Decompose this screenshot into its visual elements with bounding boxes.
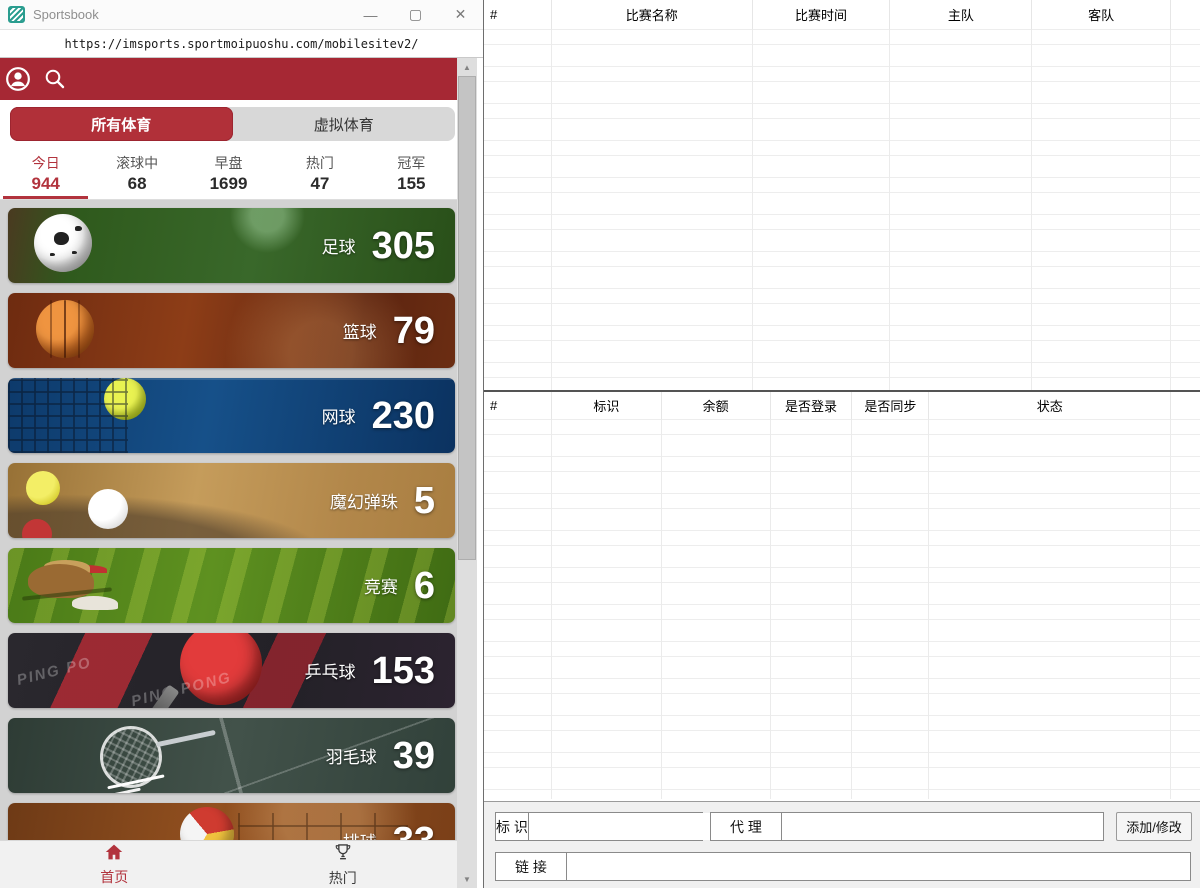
nav-tab-today[interactable]: 今日 944 — [0, 147, 91, 199]
url-text: https://imsports.sportmoipuoshu.com/mobi… — [64, 36, 419, 51]
col-status: 状态 — [929, 392, 1172, 420]
banner-soccer[interactable]: 足球 305 — [8, 208, 455, 283]
sports-list: 足球 305 篮球 79 网球 230 魔幻弹珠 5 竞赛 6 — [0, 200, 457, 840]
col-synced: 是否同步 — [852, 392, 930, 420]
col-index: # — [484, 392, 552, 420]
scroll-down-icon[interactable]: ▼ — [463, 874, 471, 884]
pingpong-bg-text: PING PO — [15, 653, 94, 690]
identifier-fieldgroup: 标 识 — [495, 812, 715, 841]
banner-magic-marbles[interactable]: 魔幻弹珠 5 — [8, 463, 455, 538]
scroll-up-icon[interactable]: ▲ — [463, 62, 471, 72]
matches-table-body — [484, 30, 1200, 390]
app-logo-icon — [8, 6, 25, 23]
bottom-nav: 首页 热门 — [0, 840, 457, 888]
nav-tab-early[interactable]: 早盘 1699 — [209, 154, 248, 193]
admin-panel: # 比赛名称 比赛时间 主队 客队 # 标识 余额 是否登录 是否同 — [483, 0, 1200, 888]
nav-tab-hot[interactable]: 热门 47 — [305, 154, 334, 193]
accounts-table-body — [484, 420, 1200, 799]
col-away-team: 客队 — [1032, 0, 1172, 30]
col-match-time: 比赛时间 — [752, 0, 891, 30]
col-spacer — [1171, 392, 1200, 420]
close-button[interactable]: ✕ — [454, 6, 467, 22]
titlebar: Sportsbook — ▢ ✕ — [0, 0, 483, 30]
scrollbar-thumb[interactable] — [458, 76, 476, 560]
account-icon[interactable] — [5, 66, 31, 92]
col-match-name: 比赛名称 — [551, 0, 753, 30]
tab-virtual-sports[interactable]: 虚拟体育 — [313, 116, 374, 134]
col-index: # — [484, 0, 552, 30]
sport-type-switch: 所有体育 虚拟体育 — [0, 100, 457, 147]
trophy-icon — [333, 842, 353, 867]
link-input[interactable] — [566, 853, 1190, 880]
window-title: Sportsbook — [33, 7, 99, 22]
webview-scrollbar[interactable]: ▲ ▼ — [457, 58, 477, 888]
agent-input[interactable] — [781, 813, 1103, 840]
matches-table-header: # 比赛名称 比赛时间 主队 客队 — [484, 0, 1200, 30]
browser-pane: Sportsbook — ▢ ✕ https://imsports.sportm… — [0, 0, 483, 888]
url-bar: https://imsports.sportmoipuoshu.com/mobi… — [0, 30, 483, 58]
banner-tennis[interactable]: 网球 230 — [8, 378, 455, 453]
link-fieldgroup: 链 接 — [495, 852, 1191, 881]
site-header — [0, 58, 457, 100]
col-spacer — [1171, 0, 1200, 30]
agent-fieldgroup: 代 理 — [710, 812, 1104, 841]
col-balance: 余额 — [661, 392, 771, 420]
col-identifier: 标识 — [551, 392, 662, 420]
minimize-button[interactable]: — — [363, 6, 378, 23]
col-home-team: 主队 — [890, 0, 1033, 30]
identifier-label: 标 识 — [496, 818, 528, 835]
identifier-input[interactable] — [527, 813, 715, 840]
banner-racing[interactable]: 竞赛 6 — [8, 548, 455, 623]
nav-tab-champion[interactable]: 冠军 155 — [397, 154, 426, 193]
banner-table-tennis[interactable]: PING PO PING PONG 乒乓球 153 — [8, 633, 455, 708]
add-modify-button[interactable]: 添加/修改 — [1116, 812, 1192, 841]
banner-volleyball[interactable]: 排球 33 — [8, 803, 455, 840]
tab-all-sports[interactable]: 所有体育 — [10, 107, 233, 141]
bottom-nav-home[interactable]: 首页 — [0, 841, 229, 888]
accounts-table: # 标识 余额 是否登录 是否同步 状态 — [484, 392, 1200, 799]
table-divider — [484, 390, 1200, 392]
maximize-button[interactable]: ▢ — [408, 6, 423, 22]
segmented-control: 所有体育 虚拟体育 — [10, 107, 455, 141]
window-controls: — ▢ ✕ — [348, 0, 483, 30]
webview: 所有体育 虚拟体育 今日 944 滚球中 68 早盘 1699 热 — [0, 58, 457, 888]
banner-badminton[interactable]: 羽毛球 39 — [8, 718, 455, 793]
matches-table: # 比赛名称 比赛时间 主队 客队 — [484, 0, 1200, 390]
search-icon[interactable] — [43, 67, 67, 91]
agent-label: 代 理 — [730, 818, 762, 835]
accounts-table-header: # 标识 余额 是否登录 是否同步 状态 — [484, 392, 1200, 420]
bottom-nav-hot[interactable]: 热门 — [229, 841, 458, 888]
nav-tab-live[interactable]: 滚球中 68 — [116, 154, 159, 193]
link-label: 链 接 — [515, 858, 547, 875]
banner-basketball[interactable]: 篮球 79 — [8, 293, 455, 368]
account-form: 标 识 代 理 添加/修改 链 接 — [484, 801, 1200, 888]
pingpong-bg-text: PING PONG — [129, 668, 234, 708]
home-icon — [104, 843, 124, 866]
col-logged-in: 是否登录 — [770, 392, 853, 420]
category-nav: 今日 944 滚球中 68 早盘 1699 热门 47 冠军 155 — [0, 147, 457, 200]
